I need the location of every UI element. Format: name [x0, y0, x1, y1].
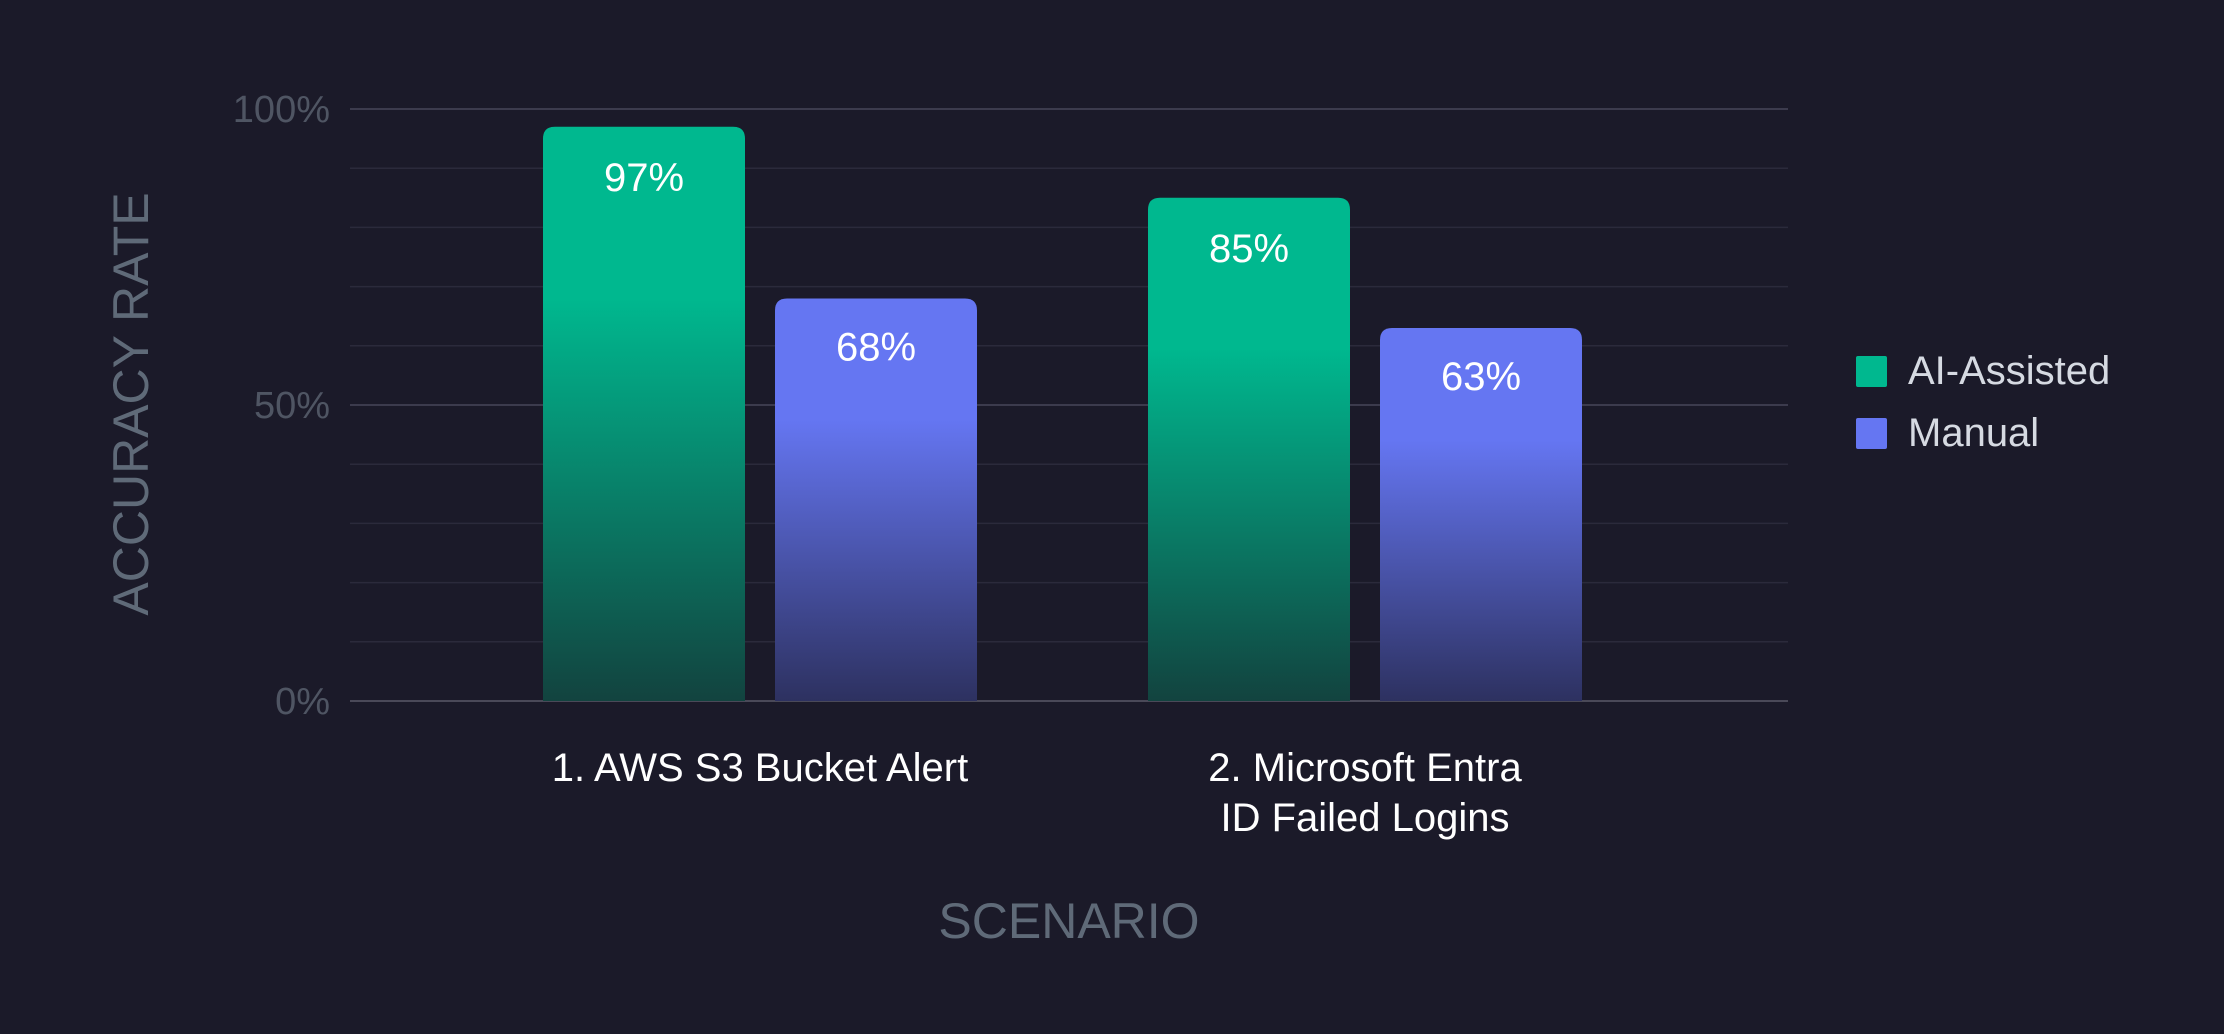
- legend-label: AI-Assisted: [1908, 349, 2110, 393]
- x-axis-categories: 1. AWS S3 Bucket Alert 2. Microsoft Entra…: [552, 746, 1523, 840]
- y-tick-label: 100%: [233, 89, 330, 131]
- legend: AI-Assisted Manual: [1856, 349, 2110, 455]
- x-category-label: 2. Microsoft Entra ID Failed Logins: [1208, 746, 1522, 840]
- legend-swatch: [1856, 418, 1887, 449]
- y-tick-label: 50%: [254, 385, 330, 427]
- bar-value-label: 63%: [1441, 355, 1521, 399]
- bar-value-label: 97%: [604, 156, 684, 200]
- bar-manual-2: [1380, 328, 1582, 701]
- x-axis-title: SCENARIO: [938, 893, 1199, 949]
- bar-ai-assisted-1: [543, 126, 745, 701]
- y-axis-ticks: 0% 50% 100%: [233, 89, 330, 723]
- legend-swatch: [1856, 356, 1887, 387]
- x-category-label: 1. AWS S3 Bucket Alert: [552, 746, 968, 790]
- y-tick-label: 0%: [275, 681, 330, 723]
- bars: 97% 68% 85% 63%: [543, 126, 1582, 702]
- y-axis-title: ACCURACY RATE: [103, 192, 159, 615]
- bar-manual-1: [775, 298, 977, 701]
- bar-value-label: 85%: [1209, 227, 1289, 271]
- bar-value-label: 68%: [836, 325, 916, 369]
- legend-label: Manual: [1908, 411, 2039, 455]
- bar-ai-assisted-2: [1148, 197, 1350, 702]
